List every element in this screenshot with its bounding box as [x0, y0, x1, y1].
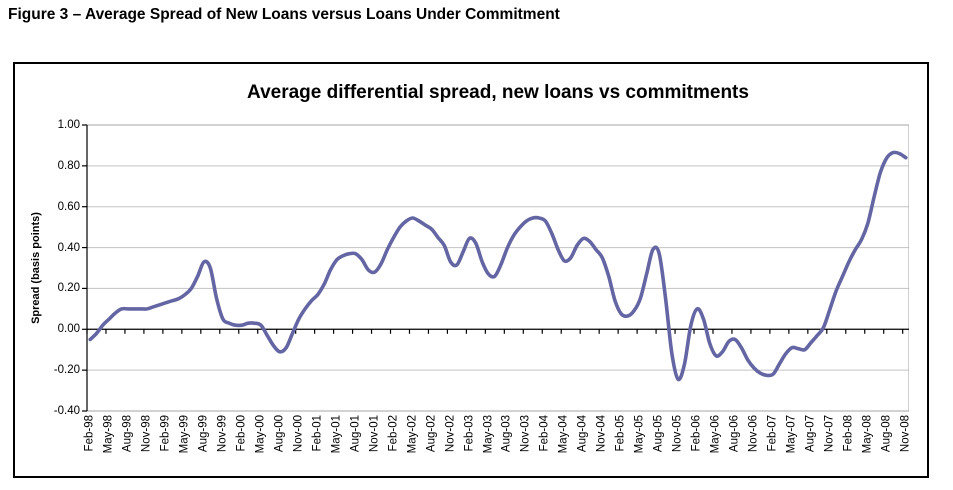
- x-tick-label: Aug-99: [197, 415, 210, 453]
- x-tick-label: May-06: [709, 415, 722, 454]
- x-tick-label: Nov-07: [823, 415, 836, 453]
- series-line: [88, 150, 908, 382]
- x-tick-label: Nov-98: [140, 415, 153, 453]
- x-tick-label: Aug-98: [121, 415, 134, 453]
- x-tick-label: Feb-02: [387, 415, 400, 452]
- x-tick-label: Feb-07: [766, 415, 779, 452]
- y-tick-label: 0.60: [57, 200, 80, 213]
- x-tick-label: May-98: [102, 415, 115, 454]
- y-tick-label: 0.20: [57, 282, 80, 295]
- x-tick-label: Nov-05: [671, 415, 684, 453]
- x-tick-label: Nov-01: [368, 415, 381, 453]
- y-tick-label: 0.00: [57, 323, 80, 336]
- x-tick-label: Feb-98: [83, 415, 96, 452]
- x-tick-label: Nov-03: [519, 415, 532, 453]
- figure-title: Figure 3 – Average Spread of New Loans v…: [8, 6, 560, 23]
- x-tick-label: Feb-03: [463, 415, 476, 452]
- x-tick-label: May-02: [406, 415, 419, 454]
- x-tick-label: May-05: [633, 415, 646, 454]
- plot-area: [82, 124, 909, 412]
- x-tick-label: Aug-07: [804, 415, 817, 453]
- x-tick-label: Nov-02: [444, 415, 457, 453]
- x-tick-label: Aug-04: [576, 415, 589, 453]
- x-tick-label: May-00: [254, 415, 267, 454]
- x-tick-label: Aug-00: [273, 415, 286, 453]
- x-tick-label: Feb-08: [842, 415, 855, 452]
- x-tick-label: May-07: [785, 415, 798, 454]
- chart-container: Average differential spread, new loans v…: [13, 62, 929, 478]
- x-tick-label: Nov-00: [292, 415, 305, 453]
- y-tick-label: -0.40: [53, 405, 80, 417]
- x-tick-label: May-99: [178, 415, 191, 454]
- y-tick-label: -0.20: [53, 364, 80, 377]
- x-tick-label: Nov-06: [747, 415, 760, 453]
- y-tick-label: 1.00: [57, 119, 80, 131]
- x-tick-label: Feb-01: [311, 415, 324, 452]
- x-tick-label: Nov-99: [216, 415, 229, 453]
- x-tick-label: Feb-04: [538, 415, 551, 452]
- x-tick-label: May-01: [330, 415, 343, 454]
- x-tick-label: Feb-05: [614, 415, 627, 452]
- x-tick-label: Feb-99: [159, 415, 172, 452]
- x-tick-label: Aug-03: [500, 415, 513, 453]
- y-tick-label: 0.40: [57, 241, 80, 254]
- x-tick-label: Feb-06: [690, 415, 703, 452]
- x-tick-label: Aug-05: [652, 415, 665, 453]
- x-tick-label: May-03: [482, 415, 494, 454]
- x-tick-label: Aug-06: [728, 415, 741, 453]
- x-tick-label: Aug-08: [880, 415, 893, 453]
- x-tick-label: May-08: [861, 415, 874, 454]
- x-tick-label: Feb-00: [235, 415, 248, 452]
- y-tick-label: 0.80: [57, 159, 80, 172]
- x-tick-label: May-04: [557, 415, 570, 454]
- chart-title: Average differential spread, new loans v…: [247, 82, 749, 103]
- x-tick-label: Aug-02: [425, 415, 438, 453]
- x-tick-label: Nov-08: [899, 415, 912, 453]
- x-tick-label: Nov-04: [595, 415, 608, 453]
- x-tick-label: Aug-01: [349, 415, 362, 453]
- y-axis-title: Spread (basis points): [30, 212, 42, 324]
